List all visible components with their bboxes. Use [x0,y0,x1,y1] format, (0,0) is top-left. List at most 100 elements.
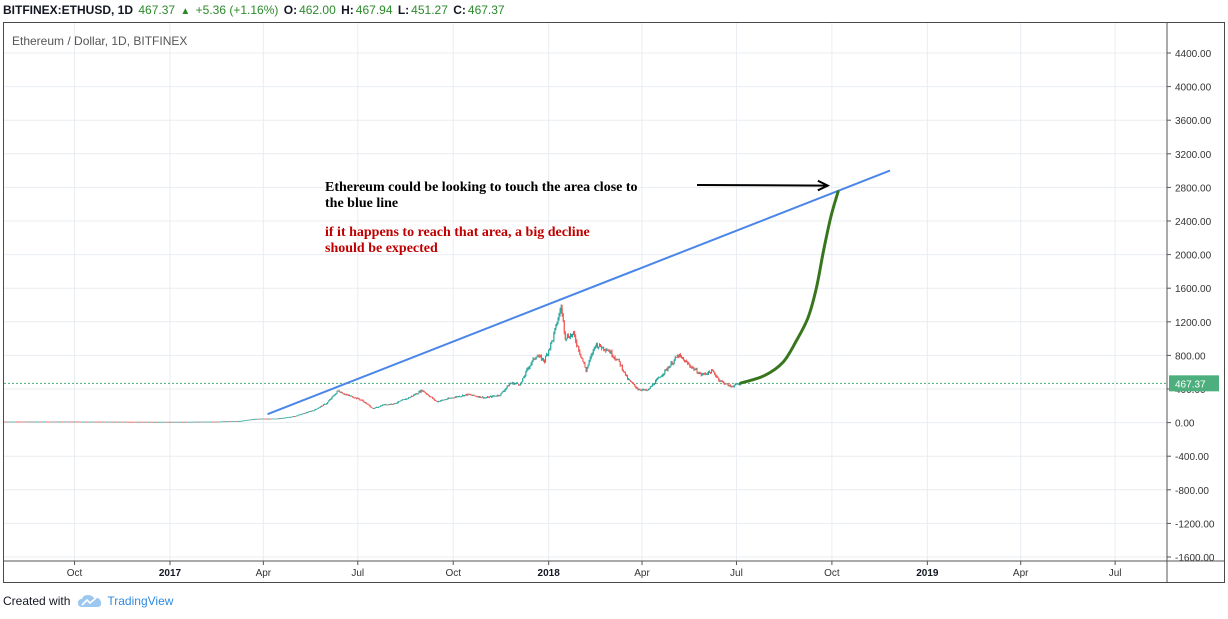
candle-body [587,364,589,368]
candle-body [30,421,32,423]
candle-body [177,421,179,423]
candle-body [336,391,338,394]
candle-body [433,398,435,400]
candle-body [43,421,45,423]
y-tick-label: 3200.00 [1175,150,1212,161]
candle-body [66,421,68,423]
candle-body [450,398,452,399]
candle-body [673,359,675,363]
candle-body [545,356,547,362]
x-tick-label: Apr [256,568,272,579]
candle-body [486,396,488,398]
candle-body [150,421,152,423]
candle-body [625,375,627,377]
candle-body [359,399,361,400]
candle-body [25,421,27,423]
candle-body [361,399,363,401]
candle-body [239,420,241,422]
chart-frame[interactable]: Ethereum / Dollar, 1D, BITFINEX Ethereum… [3,22,1225,583]
candle-body [612,355,614,358]
candle-body [695,369,697,370]
candle-body [456,396,458,398]
candle-body [176,421,178,423]
candle-body [413,394,415,397]
candle-body [123,421,125,423]
x-tick-label: Oct [445,568,461,579]
candle-body [580,353,582,357]
candle-body [526,369,528,372]
candle-body [18,421,20,423]
candle-body [396,402,398,404]
candle-body [216,421,218,423]
candle-body [558,313,560,320]
candle-body [15,421,17,423]
candle-body [542,358,544,361]
candle-body [121,421,123,423]
candle-body [624,371,626,376]
candle-body [578,346,580,352]
candle-body [325,404,327,405]
candle-body [201,421,203,423]
candle-body [675,357,677,359]
candle-body [470,394,472,396]
candle-body [40,421,42,423]
candle-body [520,383,522,385]
candle-body [233,421,235,422]
candle-body [388,404,390,406]
candle-body [244,420,246,422]
price-chart[interactable]: Ethereum / Dollar, 1D, BITFINEX Ethereum… [4,23,1224,582]
candle-body [289,416,291,418]
candle-body [242,420,244,422]
candle-body [221,421,223,423]
candle-body [14,421,16,423]
annotation-primary-line-1: Ethereum could be looking to touch the a… [325,180,638,195]
candle-body [270,418,272,420]
candle-body [608,350,610,352]
candle-body [690,366,692,368]
candle-body [219,421,221,423]
candle-body [222,421,224,423]
footer: Created with TradingView [0,590,400,612]
candle-body [180,421,182,423]
tradingview-link[interactable]: TradingView [107,594,174,608]
candle-body [424,392,426,394]
candle-body [586,367,588,372]
candle-body [55,421,57,423]
candle-body [398,401,400,403]
candle-body [735,383,737,385]
candle-body [458,396,460,397]
candle-body [91,421,93,423]
candle-body [134,421,136,423]
candle-body [251,419,253,421]
candle-body [165,421,167,423]
candle-body [459,396,461,398]
candle-body [595,343,597,347]
candle-body [517,382,519,384]
candle-body [97,421,99,423]
candle-body [386,404,388,406]
candle-body [402,399,404,401]
candle-body [426,393,428,395]
candle-body [663,373,665,375]
annotation-secondary-line-2: should be expected [325,241,438,256]
candle-body [461,396,463,397]
candle-body [264,418,266,420]
candle-body [26,421,28,423]
candle-body [252,419,254,421]
x-tick-label: 2019 [916,568,939,579]
candle-body [217,421,219,423]
candle-body [409,397,411,399]
candle-body [335,393,337,395]
candle-body [430,396,432,398]
candle-body [416,393,418,395]
candle-body [694,369,696,371]
candle-body [609,350,611,354]
candle-body [147,421,149,423]
candle-body [680,356,682,358]
candle-body [167,421,169,423]
candle-body [616,359,618,361]
candle-body [596,343,598,348]
candle-body [721,380,723,382]
candle-body [138,421,140,423]
candle-body [57,421,59,423]
